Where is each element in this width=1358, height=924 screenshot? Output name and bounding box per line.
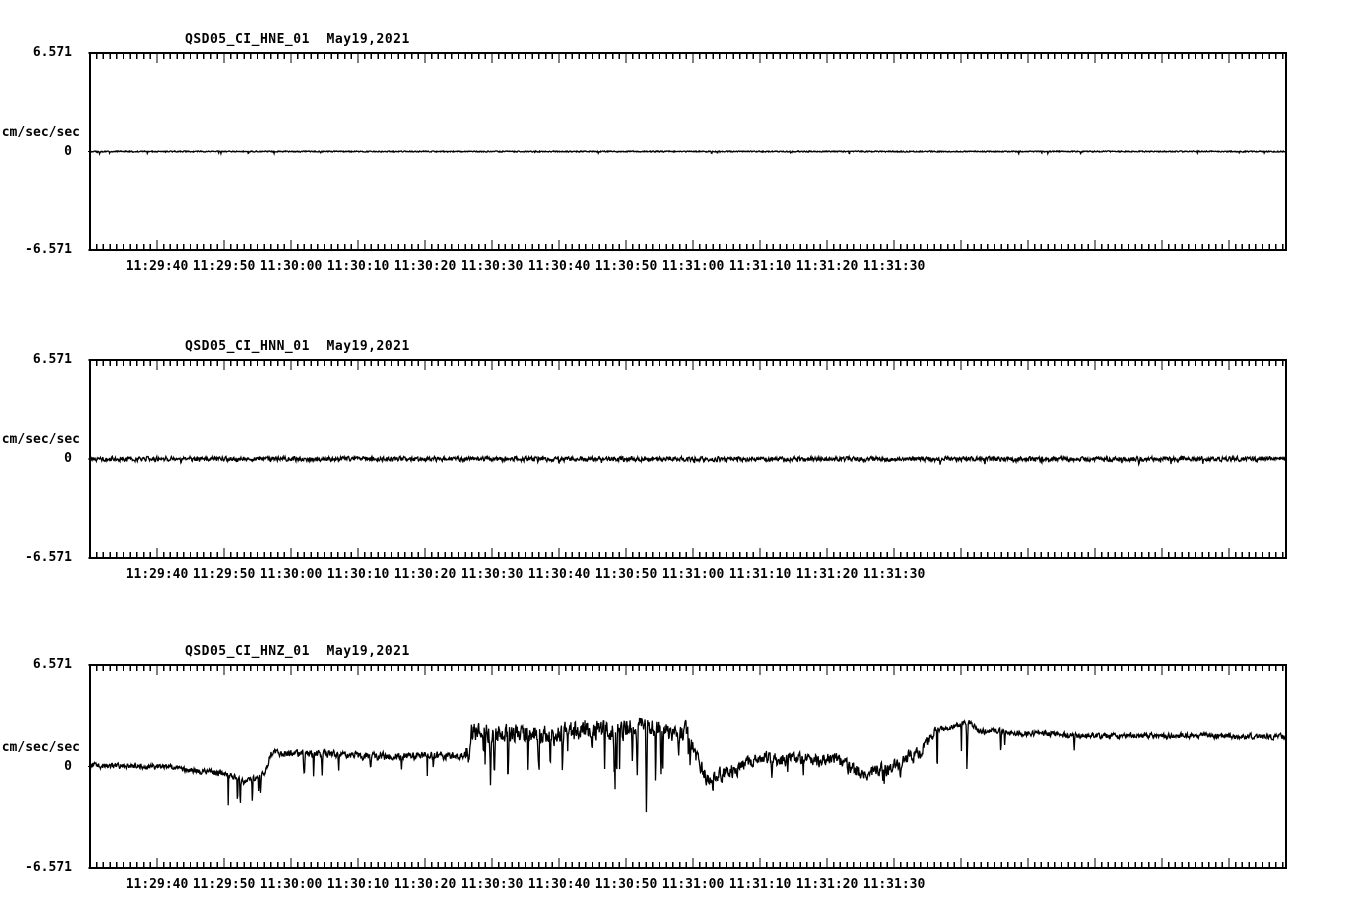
x-tick-label-hnz-6: 11:30:40 <box>527 877 591 892</box>
x-tick-label-hne-0: 11:29:40 <box>125 259 189 274</box>
waveform-trace-hnn <box>89 454 1287 467</box>
x-tick-label-hnn-9: 11:31:10 <box>728 567 792 582</box>
x-tick-label-hne-10: 11:31:20 <box>795 259 859 274</box>
x-tick-label-hne-9: 11:31:10 <box>728 259 792 274</box>
x-tick-label-hnn-1: 11:29:50 <box>192 567 256 582</box>
x-tick-label-hnz-8: 11:31:00 <box>661 877 725 892</box>
x-tick-label-hnz-4: 11:30:20 <box>393 877 457 892</box>
x-tick-label-hnn-11: 11:31:30 <box>862 567 926 582</box>
x-tick-label-hne-5: 11:30:30 <box>460 259 524 274</box>
plot-area-hnn <box>88 359 1287 559</box>
x-tick-label-hne-1: 11:29:50 <box>192 259 256 274</box>
y-axis-max-label-hne: 6.571 <box>32 45 72 60</box>
x-tick-label-hne-3: 11:30:10 <box>326 259 390 274</box>
plot-area-hnz <box>88 664 1287 869</box>
y-axis-zero-label-hnz: 0 <box>64 758 72 774</box>
y-axis-unit-label-hnz: cm/sec/sec <box>1 739 80 755</box>
y-axis-zero-label-hne: 0 <box>64 143 72 159</box>
x-tick-label-hnn-2: 11:30:00 <box>259 567 323 582</box>
x-tick-label-hnn-8: 11:31:00 <box>661 567 725 582</box>
y-axis-zero-label-hnn: 0 <box>64 451 72 466</box>
x-tick-label-hnz-5: 11:30:30 <box>460 877 524 892</box>
x-tick-label-hnn-3: 11:30:10 <box>326 567 390 582</box>
x-tick-label-hne-11: 11:31:30 <box>862 259 926 274</box>
x-tick-label-hnn-7: 11:30:50 <box>594 567 658 582</box>
x-tick-label-hnn-10: 11:31:20 <box>795 567 859 582</box>
x-tick-label-hne-4: 11:30:20 <box>393 259 457 274</box>
y-axis-unit-label-hne: cm/sec/sec <box>1 124 80 140</box>
panel-title-hnz: QSD05_CI_HNZ_01 May19,2021 <box>185 644 410 659</box>
x-tick-label-hnz-2: 11:30:00 <box>259 877 323 892</box>
y-axis-unit-label-hnn: cm/sec/sec <box>1 432 80 447</box>
y-axis-max-label-hnz: 6.571 <box>32 657 72 672</box>
panel-title-hnn: QSD05_CI_HNN_01 May19,2021 <box>185 339 410 354</box>
y-axis-min-label-hnn: -6.571 <box>25 550 72 565</box>
plot-area-hne <box>88 52 1287 251</box>
waveform-trace-hnz <box>89 717 1287 813</box>
x-tick-label-hnz-7: 11:30:50 <box>594 877 658 892</box>
plot-frame-hnz <box>89 664 1287 869</box>
waveform-trace-hne <box>89 149 1287 157</box>
x-tick-label-hnn-0: 11:29:40 <box>125 567 189 582</box>
x-tick-label-hnz-1: 11:29:50 <box>192 877 256 892</box>
x-tick-label-hne-8: 11:31:00 <box>661 259 725 274</box>
y-axis-max-label-hnn: 6.571 <box>32 352 72 367</box>
x-tick-label-hnn-5: 11:30:30 <box>460 567 524 582</box>
x-tick-label-hnz-9: 11:31:10 <box>728 877 792 892</box>
y-axis-min-label-hne: -6.571 <box>25 242 72 257</box>
x-tick-label-hne-6: 11:30:40 <box>527 259 591 274</box>
y-axis-min-label-hnz: -6.571 <box>25 860 72 875</box>
panel-title-hne: QSD05_CI_HNE_01 May19,2021 <box>185 32 410 47</box>
x-tick-label-hnz-10: 11:31:20 <box>795 877 859 892</box>
x-tick-label-hnz-0: 11:29:40 <box>125 877 189 892</box>
x-tick-label-hnz-3: 11:30:10 <box>326 877 390 892</box>
x-tick-label-hnz-11: 11:31:30 <box>862 877 926 892</box>
x-tick-label-hne-7: 11:30:50 <box>594 259 658 274</box>
x-tick-label-hne-2: 11:30:00 <box>259 259 323 274</box>
x-tick-label-hnn-4: 11:30:20 <box>393 567 457 582</box>
x-tick-label-hnn-6: 11:30:40 <box>527 567 591 582</box>
